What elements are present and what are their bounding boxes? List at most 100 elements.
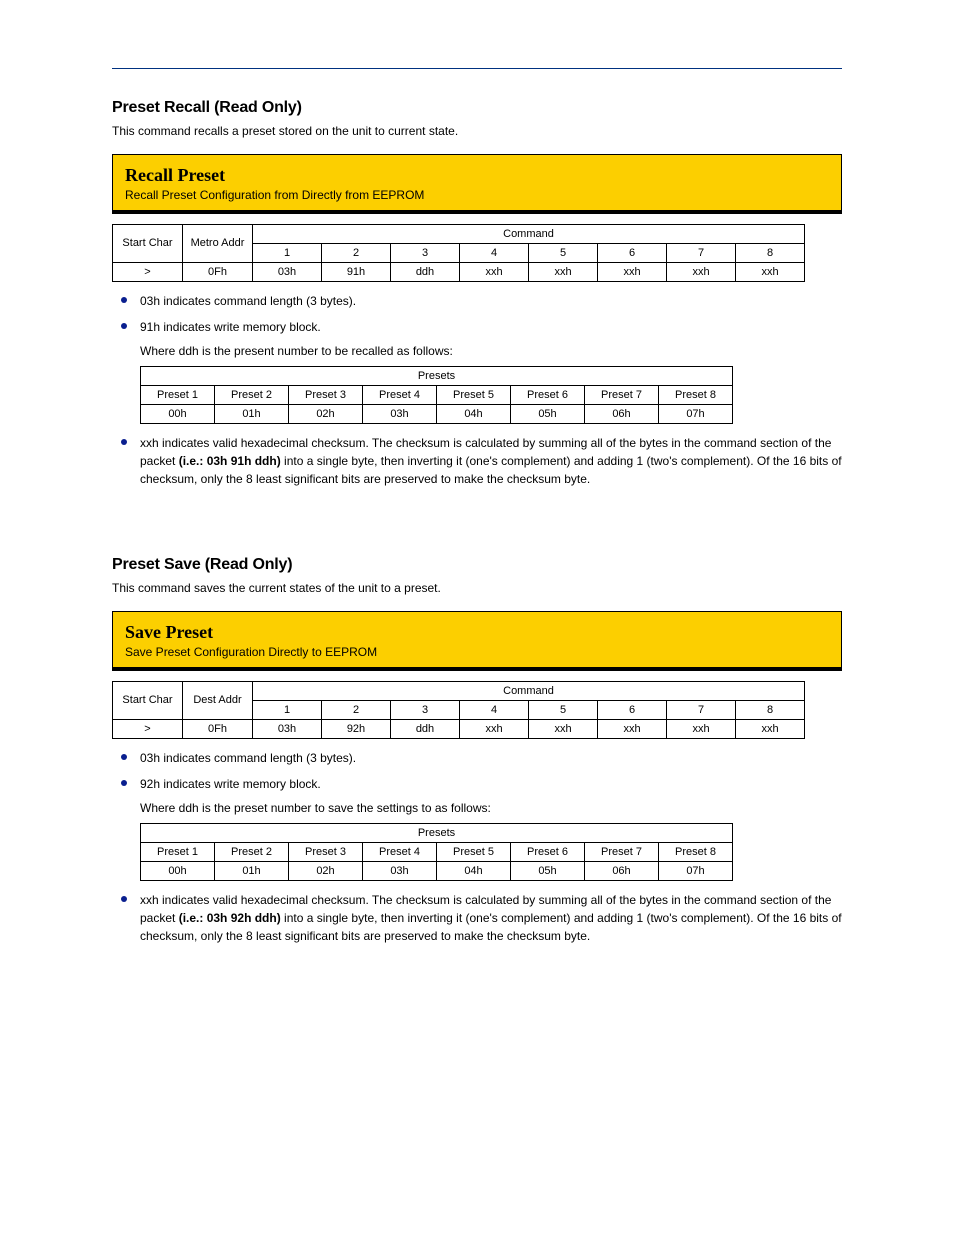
notes-list-2b: xxh indicates valid hexadecimal checksum… xyxy=(112,891,842,945)
notes-list-2: 03h indicates command length (3 bytes). … xyxy=(112,749,842,793)
text-bold: (i.e.: 03h 91h ddh) xyxy=(179,454,281,468)
cell: xxh xyxy=(598,262,667,281)
hdr-dest: Dest Addr xyxy=(183,681,253,719)
preset-val: 00h xyxy=(141,861,215,880)
preset-col: Preset 3 xyxy=(289,842,363,861)
preset-hdr: Presets xyxy=(141,823,733,842)
preset-col: Preset 2 xyxy=(215,385,289,404)
cmd-col-2: 2 xyxy=(322,243,391,262)
preset-val: 05h xyxy=(511,404,585,423)
cell: xxh xyxy=(529,719,598,738)
preset-table-2: Presets Preset 1 Preset 2 Preset 3 Prese… xyxy=(140,823,733,881)
preset-val: 07h xyxy=(659,404,733,423)
preset-hdr: Presets xyxy=(141,366,733,385)
section-title-1: Preset Recall (Read Only) xyxy=(112,99,842,117)
notes-list-1: 03h indicates command length (3 bytes). … xyxy=(112,292,842,336)
checksum-note-1: xxh indicates valid hexadecimal checksum… xyxy=(112,434,842,488)
hdr-cmd: Command xyxy=(253,681,805,700)
cell: xxh xyxy=(736,262,805,281)
cell: > xyxy=(113,719,183,738)
preset-col: Preset 8 xyxy=(659,385,733,404)
cmd-name-save: Save Preset xyxy=(125,622,829,643)
preset-val: 02h xyxy=(289,404,363,423)
preset-col: Preset 1 xyxy=(141,385,215,404)
cmd-col-8: 8 xyxy=(736,700,805,719)
preset-val: 07h xyxy=(659,861,733,880)
cmd-table-recall: Start Char Metro Addr Command 1 2 3 4 5 … xyxy=(112,224,805,282)
preset-col: Preset 7 xyxy=(585,385,659,404)
cmd-col-1: 1 xyxy=(253,243,322,262)
cell: xxh xyxy=(460,719,529,738)
note: 03h indicates command length (3 bytes). xyxy=(112,292,842,310)
cell: 0Fh xyxy=(183,262,253,281)
preset-col: Preset 5 xyxy=(437,842,511,861)
section-title-2: Preset Save (Read Only) xyxy=(112,556,842,574)
preset-val: 03h xyxy=(363,861,437,880)
cmd-col-5: 5 xyxy=(529,243,598,262)
cell: xxh xyxy=(736,719,805,738)
cmd-summary-save: Save Preset Configuration Directly to EE… xyxy=(125,645,829,659)
cell: xxh xyxy=(529,262,598,281)
hdr-start: Start Char xyxy=(113,224,183,262)
preset-val: 05h xyxy=(511,861,585,880)
sub-heading-1: Where ddh is the present number to be re… xyxy=(140,344,842,358)
preset-val: 00h xyxy=(141,404,215,423)
cell: 0Fh xyxy=(183,719,253,738)
cmd-col-4: 4 xyxy=(460,700,529,719)
preset-table-1: Presets Preset 1 Preset 2 Preset 3 Prese… xyxy=(140,366,733,424)
cmd-col-7: 7 xyxy=(667,243,736,262)
preset-col: Preset 1 xyxy=(141,842,215,861)
preset-val: 03h xyxy=(363,404,437,423)
cell: xxh xyxy=(598,719,667,738)
hdr-dest: Metro Addr xyxy=(183,224,253,262)
preset-val: 04h xyxy=(437,861,511,880)
preset-col: Preset 8 xyxy=(659,842,733,861)
preset-val: 02h xyxy=(289,861,363,880)
cmd-name-recall: Recall Preset xyxy=(125,165,829,186)
hdr-cmd: Command xyxy=(253,224,805,243)
text-bold: (i.e.: 03h 92h ddh) xyxy=(179,911,281,925)
preset-col: Preset 7 xyxy=(585,842,659,861)
cmd-col-3: 3 xyxy=(391,700,460,719)
preset-col: Preset 3 xyxy=(289,385,363,404)
cmd-col-2: 2 xyxy=(322,700,391,719)
preset-val: 04h xyxy=(437,404,511,423)
cmd-col-7: 7 xyxy=(667,700,736,719)
preset-col: Preset 4 xyxy=(363,385,437,404)
cell: 91h xyxy=(322,262,391,281)
cell: 03h xyxy=(253,262,322,281)
hdr-start: Start Char xyxy=(113,681,183,719)
header-rule xyxy=(112,68,842,69)
cmd-col-3: 3 xyxy=(391,243,460,262)
cell: > xyxy=(113,262,183,281)
preset-col: Preset 4 xyxy=(363,842,437,861)
cmd-col-5: 5 xyxy=(529,700,598,719)
note: 03h indicates command length (3 bytes). xyxy=(112,749,842,767)
cmd-col-6: 6 xyxy=(598,700,667,719)
preset-val: 01h xyxy=(215,404,289,423)
preset-col: Preset 5 xyxy=(437,385,511,404)
cmd-col-8: 8 xyxy=(736,243,805,262)
preset-val: 01h xyxy=(215,861,289,880)
preset-val: 06h xyxy=(585,404,659,423)
sub-heading-2: Where ddh is the preset number to save t… xyxy=(140,801,842,815)
cmd-banner-save: Save Preset Save Preset Configuration Di… xyxy=(112,611,842,671)
checksum-note-2: xxh indicates valid hexadecimal checksum… xyxy=(112,891,842,945)
cell: xxh xyxy=(460,262,529,281)
preset-val: 06h xyxy=(585,861,659,880)
cell: ddh xyxy=(391,719,460,738)
cell: 03h xyxy=(253,719,322,738)
cmd-col-1: 1 xyxy=(253,700,322,719)
cell: ddh xyxy=(391,262,460,281)
preset-col: Preset 6 xyxy=(511,842,585,861)
cmd-col-4: 4 xyxy=(460,243,529,262)
section-intro-2: This command saves the current states of… xyxy=(112,580,842,597)
notes-list-1b: xxh indicates valid hexadecimal checksum… xyxy=(112,434,842,488)
preset-col: Preset 2 xyxy=(215,842,289,861)
section-intro-1: This command recalls a preset stored on … xyxy=(112,123,842,140)
cell: xxh xyxy=(667,262,736,281)
cmd-summary-recall: Recall Preset Configuration from Directl… xyxy=(125,188,829,202)
note: 91h indicates write memory block. xyxy=(112,318,842,336)
cell: xxh xyxy=(667,719,736,738)
preset-col: Preset 6 xyxy=(511,385,585,404)
